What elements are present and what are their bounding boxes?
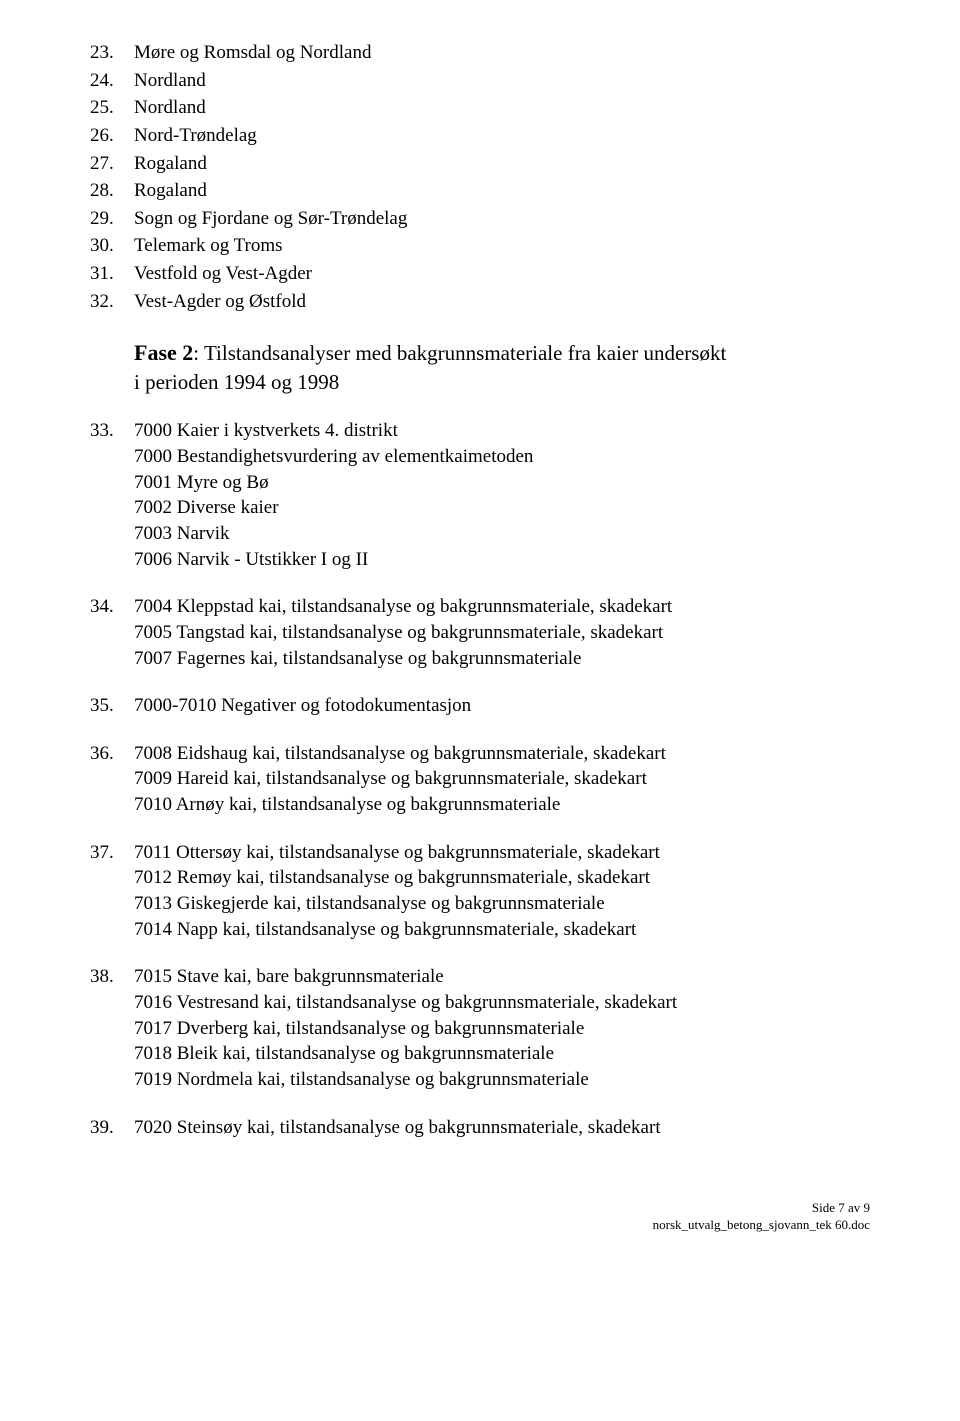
phase-bold: Fase 2 bbox=[134, 340, 193, 365]
item-number: 34. bbox=[90, 594, 134, 671]
item-text: Nord-Trøndelag bbox=[134, 123, 870, 149]
list-item: 39. 7020 Steinsøy kai, tilstandsanalyse … bbox=[90, 1115, 870, 1141]
item-content: 7015 Stave kai, bare bakgrunnsmateriale … bbox=[134, 964, 870, 1092]
page-footer: Side 7 av 9 norsk_utvalg_betong_sjovann_… bbox=[90, 1200, 870, 1234]
gap bbox=[90, 820, 870, 840]
item-text: Nordland bbox=[134, 95, 870, 121]
list-item: 34. 7004 Kleppstad kai, tilstandsanalyse… bbox=[90, 594, 870, 671]
item-line: 7012 Remøy kai, tilstandsanalyse og bakg… bbox=[134, 865, 870, 891]
item-line: 7015 Stave kai, bare bakgrunnsmateriale bbox=[134, 964, 870, 990]
item-line: 7020 Steinsøy kai, tilstandsanalyse og b… bbox=[134, 1115, 870, 1141]
item-number: 38. bbox=[90, 964, 134, 1092]
bottom-list: 33. 7000 Kaier i kystverkets 4. distrikt… bbox=[90, 418, 870, 1140]
list-item: 31. Vestfold og Vest-Agder bbox=[90, 261, 870, 287]
item-line: 7013 Giskegjerde kai, tilstandsanalyse o… bbox=[134, 891, 870, 917]
item-line: 7006 Narvik - Utstikker I og II bbox=[134, 547, 870, 573]
gap bbox=[90, 574, 870, 594]
item-number: 35. bbox=[90, 693, 134, 719]
item-number: 29. bbox=[90, 206, 134, 232]
item-line: 7019 Nordmela kai, tilstandsanalyse og b… bbox=[134, 1067, 870, 1093]
item-number: 36. bbox=[90, 741, 134, 818]
item-line: 7000 Bestandighetsvurdering av elementka… bbox=[134, 444, 870, 470]
item-line: 7000 Kaier i kystverkets 4. distrikt bbox=[134, 418, 870, 444]
item-number: 37. bbox=[90, 840, 134, 943]
list-item: 29. Sogn og Fjordane og Sør-Trøndelag bbox=[90, 206, 870, 232]
item-content: 7000 Kaier i kystverkets 4. distrikt 700… bbox=[134, 418, 870, 572]
gap bbox=[90, 673, 870, 693]
list-item: 37. 7011 Ottersøy kai, tilstandsanalyse … bbox=[90, 840, 870, 943]
gap bbox=[90, 721, 870, 741]
list-item: 30. Telemark og Troms bbox=[90, 233, 870, 259]
item-line: 7001 Myre og Bø bbox=[134, 470, 870, 496]
item-number: 31. bbox=[90, 261, 134, 287]
item-number: 24. bbox=[90, 68, 134, 94]
item-line: 7003 Narvik bbox=[134, 521, 870, 547]
item-text: Vestfold og Vest-Agder bbox=[134, 261, 870, 287]
phase-text-1: : Tilstandsanalyser med bakgrunnsmateria… bbox=[193, 341, 726, 365]
item-content: 7000-7010 Negativer og fotodokumentasjon bbox=[134, 693, 870, 719]
item-number: 27. bbox=[90, 151, 134, 177]
list-item: 33. 7000 Kaier i kystverkets 4. distrikt… bbox=[90, 418, 870, 572]
file-name: norsk_utvalg_betong_sjovann_tek 60.doc bbox=[653, 1217, 870, 1232]
item-text: Nordland bbox=[134, 68, 870, 94]
item-line: 7014 Napp kai, tilstandsanalyse og bakgr… bbox=[134, 917, 870, 943]
document-page: 23. Møre og Romsdal og Nordland 24. Nord… bbox=[0, 0, 960, 1264]
item-line: 7007 Fagernes kai, tilstandsanalyse og b… bbox=[134, 646, 870, 672]
item-text: Sogn og Fjordane og Sør-Trøndelag bbox=[134, 206, 870, 232]
item-content: 7008 Eidshaug kai, tilstandsanalyse og b… bbox=[134, 741, 870, 818]
item-text: Rogaland bbox=[134, 151, 870, 177]
item-number: 23. bbox=[90, 40, 134, 66]
item-content: 7020 Steinsøy kai, tilstandsanalyse og b… bbox=[134, 1115, 870, 1141]
item-line: 7002 Diverse kaier bbox=[134, 495, 870, 521]
phase-heading: Fase 2: Tilstandsanalyser med bakgrunnsm… bbox=[134, 338, 870, 396]
list-item: 23. Møre og Romsdal og Nordland bbox=[90, 40, 870, 66]
item-line: 7005 Tangstad kai, tilstandsanalyse og b… bbox=[134, 620, 870, 646]
item-line: 7016 Vestresand kai, tilstandsanalyse og… bbox=[134, 990, 870, 1016]
list-item: 27. Rogaland bbox=[90, 151, 870, 177]
item-number: 33. bbox=[90, 418, 134, 572]
item-line: 7017 Dverberg kai, tilstandsanalyse og b… bbox=[134, 1016, 870, 1042]
item-number: 25. bbox=[90, 95, 134, 121]
item-line: 7011 Ottersøy kai, tilstandsanalyse og b… bbox=[134, 840, 870, 866]
list-item: 32. Vest-Agder og Østfold bbox=[90, 289, 870, 315]
page-number: Side 7 av 9 bbox=[812, 1200, 870, 1215]
item-number: 39. bbox=[90, 1115, 134, 1141]
item-number: 32. bbox=[90, 289, 134, 315]
gap bbox=[90, 1095, 870, 1115]
item-text: Rogaland bbox=[134, 178, 870, 204]
list-item: 35. 7000-7010 Negativer og fotodokumenta… bbox=[90, 693, 870, 719]
item-line: 7004 Kleppstad kai, tilstandsanalyse og … bbox=[134, 594, 870, 620]
top-list: 23. Møre og Romsdal og Nordland 24. Nord… bbox=[90, 40, 870, 314]
item-text: Vest-Agder og Østfold bbox=[134, 289, 870, 315]
item-line: 7008 Eidshaug kai, tilstandsanalyse og b… bbox=[134, 741, 870, 767]
list-item: 36. 7008 Eidshaug kai, tilstandsanalyse … bbox=[90, 741, 870, 818]
item-number: 28. bbox=[90, 178, 134, 204]
list-item: 25. Nordland bbox=[90, 95, 870, 121]
item-number: 30. bbox=[90, 233, 134, 259]
item-text: Møre og Romsdal og Nordland bbox=[134, 40, 870, 66]
list-item: 24. Nordland bbox=[90, 68, 870, 94]
item-text: Telemark og Troms bbox=[134, 233, 870, 259]
list-item: 26. Nord-Trøndelag bbox=[90, 123, 870, 149]
phase-text-2: i perioden 1994 og 1998 bbox=[134, 370, 339, 394]
item-content: 7011 Ottersøy kai, tilstandsanalyse og b… bbox=[134, 840, 870, 943]
list-item: 28. Rogaland bbox=[90, 178, 870, 204]
item-line: 7009 Hareid kai, tilstandsanalyse og bak… bbox=[134, 766, 870, 792]
item-line: 7000-7010 Negativer og fotodokumentasjon bbox=[134, 693, 870, 719]
item-line: 7018 Bleik kai, tilstandsanalyse og bakg… bbox=[134, 1041, 870, 1067]
item-number: 26. bbox=[90, 123, 134, 149]
list-item: 38. 7015 Stave kai, bare bakgrunnsmateri… bbox=[90, 964, 870, 1092]
gap bbox=[90, 944, 870, 964]
item-content: 7004 Kleppstad kai, tilstandsanalyse og … bbox=[134, 594, 870, 671]
item-line: 7010 Arnøy kai, tilstandsanalyse og bakg… bbox=[134, 792, 870, 818]
